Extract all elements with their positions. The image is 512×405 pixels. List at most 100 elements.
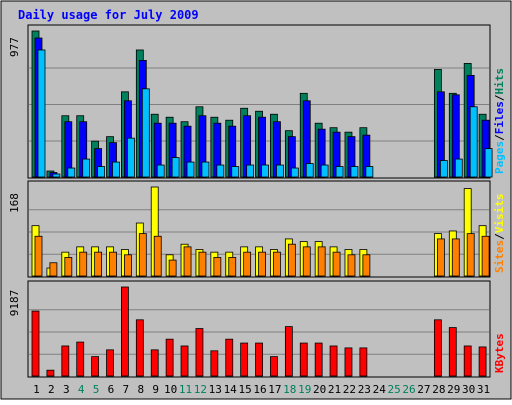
bar-pages-day-17 xyxy=(276,164,284,178)
bar-pages-day-7 xyxy=(127,137,135,178)
x-axis-labels: 1 2 3 4 5 6 7 8 9 10 11 12 13 14 15 16 17 18 19 20 21 22 23 24 2… xyxy=(33,383,490,396)
x-tick-label-10: 10 xyxy=(164,383,177,396)
bar-sites-day-12 xyxy=(198,251,207,277)
bar-kbytes-day-12 xyxy=(195,328,204,377)
x-tick-label-15: 15 xyxy=(238,383,251,396)
bar-sites-day-16 xyxy=(258,251,266,277)
panel-visits-sites: 168 Sites/Visits xyxy=(8,180,506,278)
legend-entry: KBytes xyxy=(493,333,506,373)
y-max-label: 9187 xyxy=(8,290,21,317)
bar-pages-day-12 xyxy=(201,161,210,178)
legend-entry: / xyxy=(493,233,506,240)
x-tick-label-9: 9 xyxy=(152,383,159,396)
bar-pages-day-16 xyxy=(261,164,269,178)
legend-visits-sites: Sites/Visits xyxy=(493,194,506,274)
x-tick-label-29: 29 xyxy=(447,383,460,396)
x-tick-label-6: 6 xyxy=(108,383,115,396)
bar-kbytes-day-7 xyxy=(121,286,129,377)
x-tick-label-26: 26 xyxy=(402,383,415,396)
bar-sites-day-14 xyxy=(228,257,237,277)
bar-kbytes-day-13 xyxy=(210,350,219,377)
bar-sites-day-4 xyxy=(79,251,88,277)
legend-entry: / xyxy=(493,134,506,141)
bar-pages-day-5 xyxy=(97,166,106,178)
bar-pages-day-19 xyxy=(305,163,314,178)
x-tick-label-25: 25 xyxy=(388,383,401,396)
bar-kbytes-day-28 xyxy=(433,319,442,377)
bar-kbytes-day-22 xyxy=(344,347,353,377)
x-tick-label-22: 22 xyxy=(343,383,356,396)
bar-kbytes-day-21 xyxy=(329,345,338,377)
bar-kbytes-day-23 xyxy=(359,347,368,377)
x-tick-label-27: 27 xyxy=(417,383,430,396)
bar-sites-day-31 xyxy=(481,235,490,277)
bar-pages-day-13 xyxy=(216,164,225,178)
bar-pages-day-10 xyxy=(171,157,180,178)
bar-kbytes-day-17 xyxy=(270,356,278,377)
x-tick-label-23: 23 xyxy=(358,383,371,396)
bar-sites-day-3 xyxy=(64,257,73,277)
x-tick-label-1: 1 xyxy=(33,383,40,396)
bar-pages-day-21 xyxy=(335,166,344,178)
bar-sites-day-2 xyxy=(49,262,58,277)
legend-entry: Pages xyxy=(493,141,506,174)
bar-kbytes-day-9 xyxy=(150,349,159,377)
bar-kbytes-day-19 xyxy=(299,342,308,377)
bar-pages-day-6 xyxy=(112,161,120,178)
bar-pages-day-30 xyxy=(469,106,478,178)
x-tick-label-24: 24 xyxy=(373,383,387,396)
x-tick-label-4: 4 xyxy=(78,383,85,396)
bar-pages-day-20 xyxy=(320,164,329,178)
bar-pages-day-4 xyxy=(82,158,91,178)
bar-sites-day-28 xyxy=(436,238,445,277)
chart-panels: 977Pages/Files/Hits168Sites/Visits9187KB… xyxy=(8,24,506,378)
bar-kbytes-day-8 xyxy=(135,319,144,377)
bar-pages-day-28 xyxy=(439,160,448,178)
bar-kbytes-day-11 xyxy=(180,345,189,377)
bar-kbytes-day-30 xyxy=(463,345,472,377)
bar-kbytes-day-6 xyxy=(106,349,114,377)
bar-kbytes-day-14 xyxy=(225,338,234,377)
bar-sites-day-13 xyxy=(213,257,222,277)
x-tick-label-20: 20 xyxy=(313,383,326,396)
bar-kbytes-day-5 xyxy=(91,356,100,377)
bar-sites-day-19 xyxy=(302,246,311,277)
x-tick-label-19: 19 xyxy=(298,383,311,396)
bar-pages-day-3 xyxy=(67,167,76,178)
x-tick-label-3: 3 xyxy=(63,383,70,396)
x-tick-label-17: 17 xyxy=(268,383,281,396)
bar-pages-day-14 xyxy=(231,166,240,178)
bar-sites-day-23 xyxy=(362,254,371,277)
x-tick-label-12: 12 xyxy=(194,383,207,396)
legend-entry: Sites xyxy=(493,240,506,273)
bar-pages-day-11 xyxy=(186,161,195,178)
x-tick-label-8: 8 xyxy=(137,383,144,396)
legend-entry: Hits xyxy=(493,68,506,95)
bar-pages-day-15 xyxy=(246,164,255,178)
bar-sites-day-10 xyxy=(168,259,177,277)
bar-sites-day-30 xyxy=(466,233,475,277)
bar-sites-day-21 xyxy=(332,251,341,277)
bar-sites-day-20 xyxy=(317,246,326,277)
legend-entry: Visits xyxy=(493,194,506,234)
bar-pages-day-31 xyxy=(484,148,493,178)
bar-sites-day-15 xyxy=(243,251,252,277)
bar-sites-day-8 xyxy=(138,233,147,277)
bar-sites-day-17 xyxy=(273,251,281,277)
bar-sites-day-18 xyxy=(287,243,296,277)
legend-hits-files-pages: Pages/Files/Hits xyxy=(493,68,506,174)
bar-kbytes-day-16 xyxy=(255,342,263,377)
y-max-label: 168 xyxy=(8,193,21,213)
bar-sites-day-7 xyxy=(124,254,132,277)
bar-pages-day-9 xyxy=(156,164,165,178)
y-max-label: 977 xyxy=(8,37,21,57)
bar-pages-day-2 xyxy=(52,173,61,178)
x-tick-label-21: 21 xyxy=(328,383,341,396)
x-tick-label-30: 30 xyxy=(462,383,475,396)
bar-kbytes-day-15 xyxy=(240,342,249,377)
bar-pages-day-29 xyxy=(454,158,463,178)
x-tick-label-11: 11 xyxy=(179,383,192,396)
x-tick-label-5: 5 xyxy=(93,383,100,396)
